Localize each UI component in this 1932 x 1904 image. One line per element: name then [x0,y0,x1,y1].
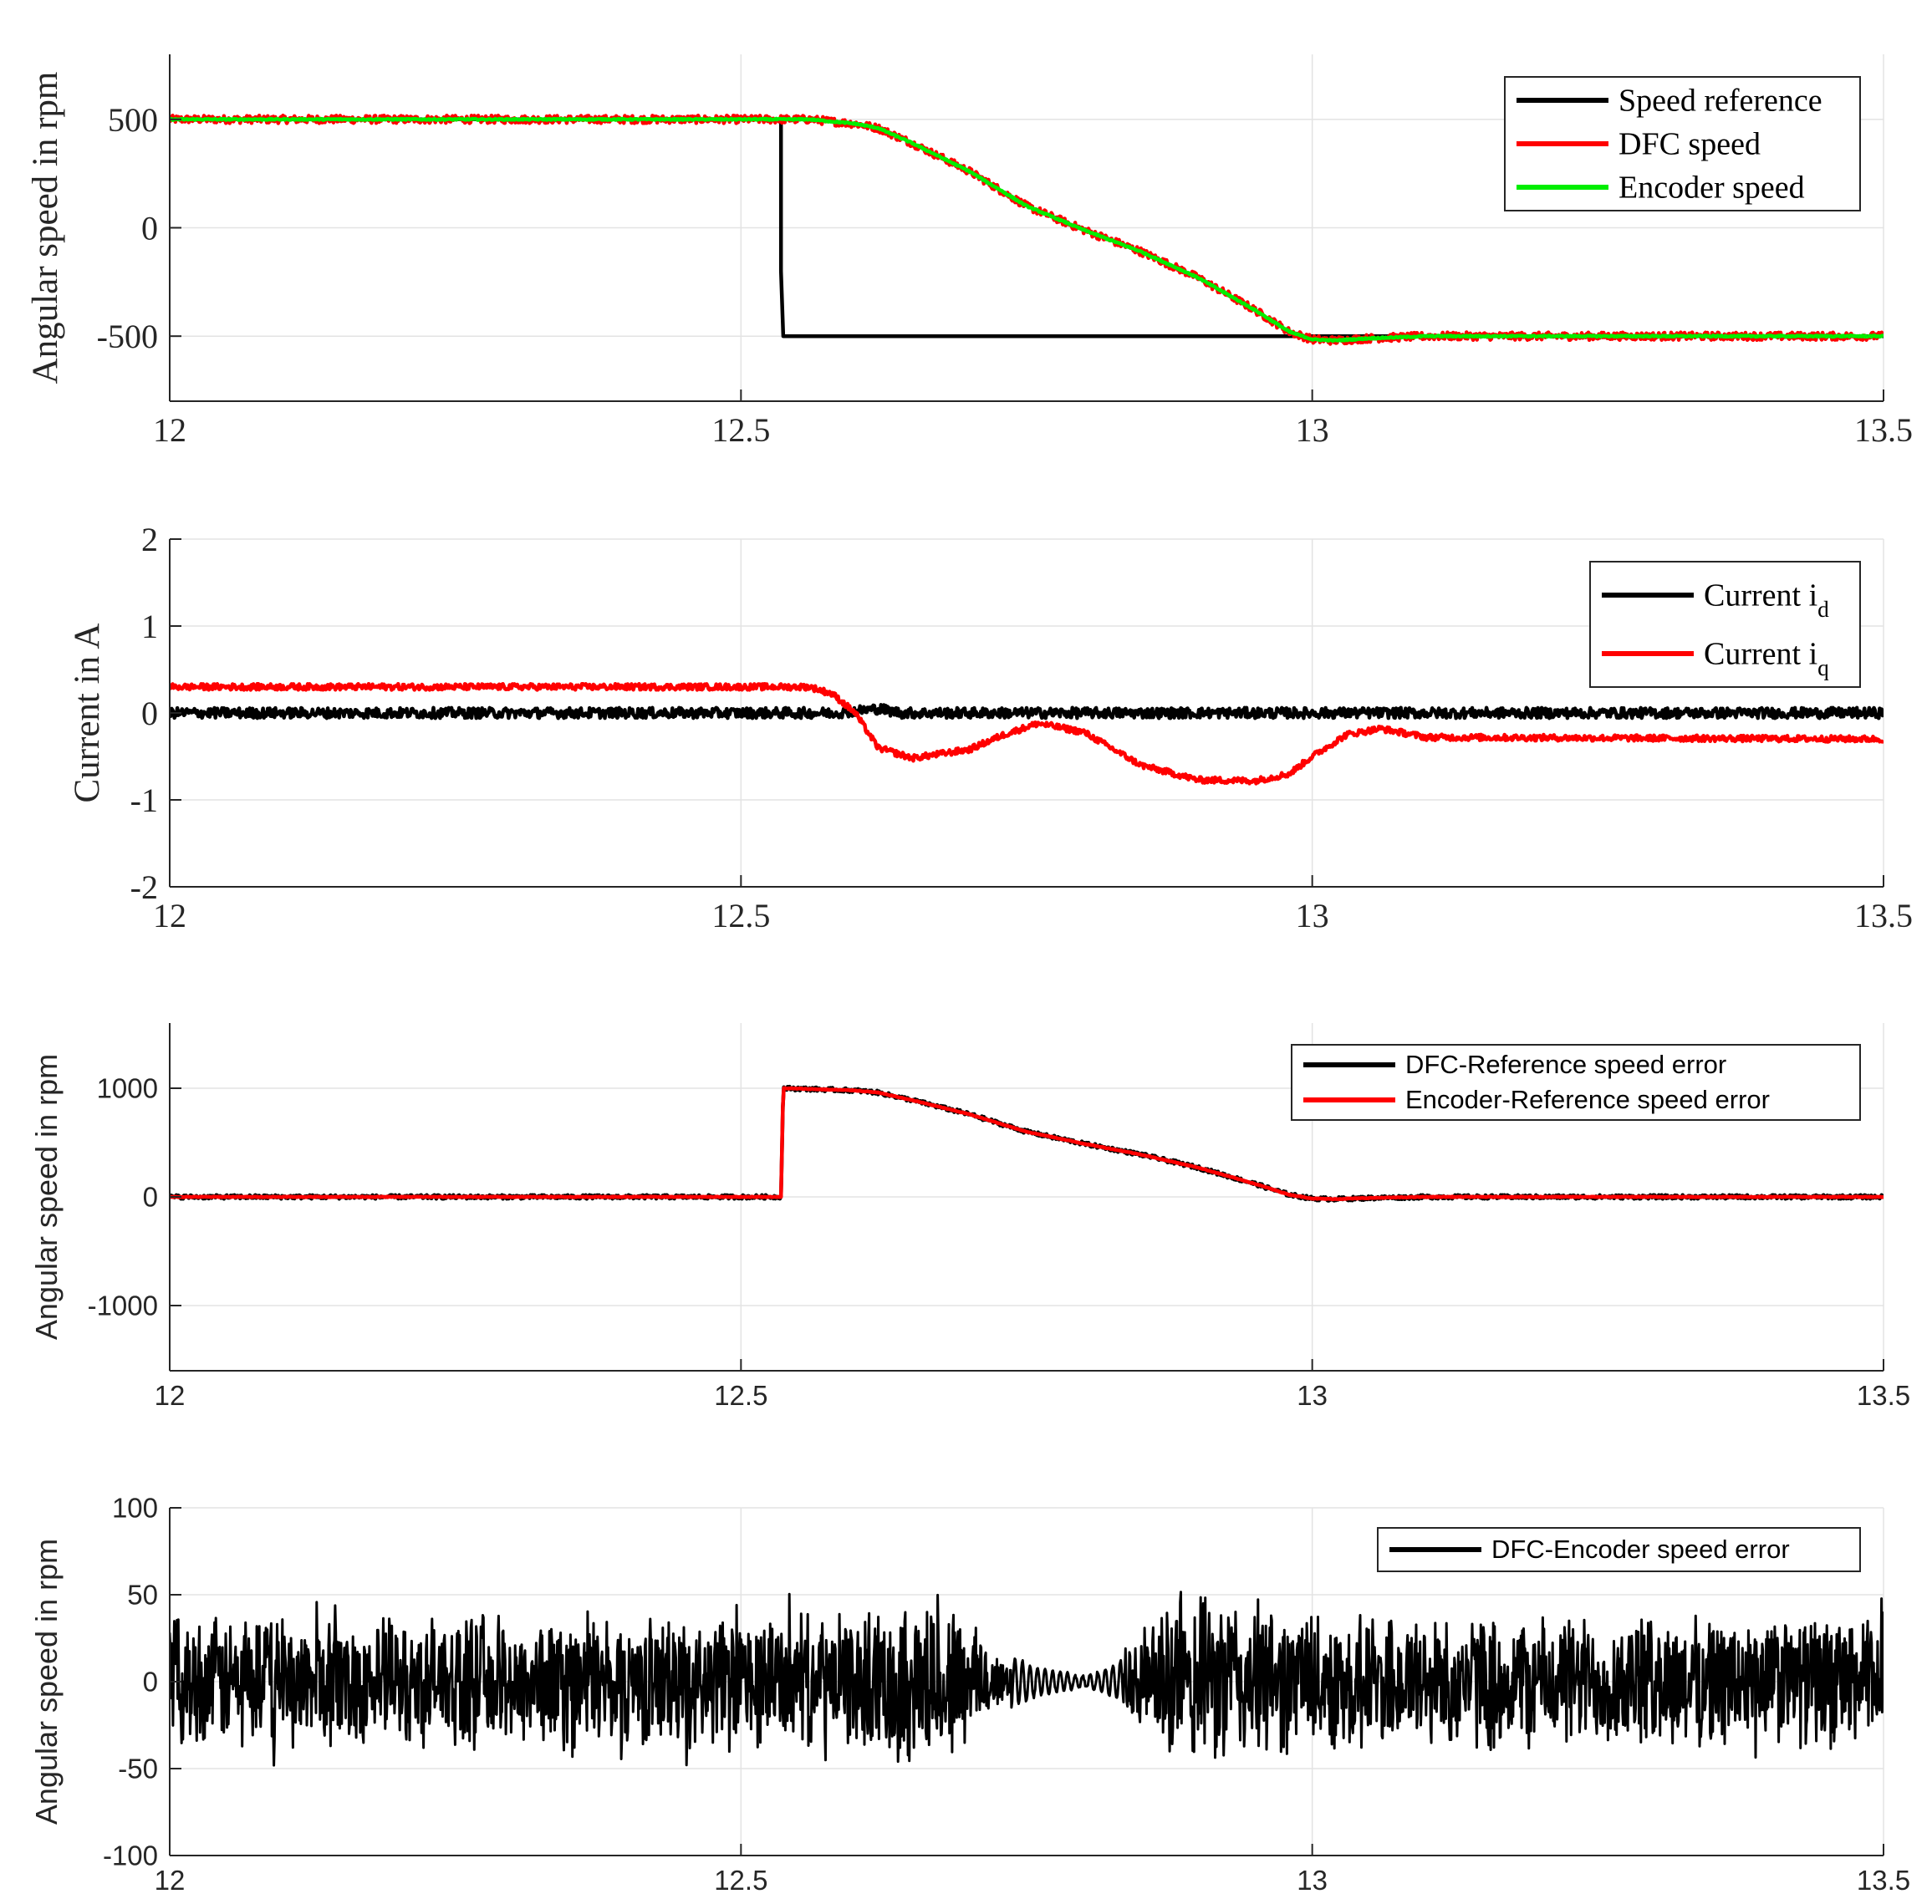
legend-label: Speed reference [1618,84,1822,119]
series-line-encoder-speed [170,116,1884,344]
legend-label: DFC-Encoder speed error [1491,1535,1790,1564]
y-tick-label: -50 [118,1754,158,1784]
x-tick-label: 12.5 [711,897,770,934]
legend-label-subscript: d [1817,597,1829,622]
legend-box [1589,561,1861,688]
y-axis-label: Angular speed in rpm [26,72,65,384]
legend: DFC-Encoder speed error [1377,1527,1861,1572]
plot-area [170,113,1884,346]
series-line-current-i-q [170,681,1884,786]
y-tick-label: -500 [97,318,158,355]
plot-area [170,1084,1884,1203]
y-tick-label: 2 [141,521,158,558]
legend: Speed reference DFC speed Encoder speed [1504,76,1861,211]
x-tick-label: 13 [1297,1380,1328,1411]
x-tick-label: 13.5 [1854,411,1913,449]
y-tick-label: -1000 [88,1291,158,1321]
x-tick-label: 13 [1296,897,1329,934]
y-tick-label: -2 [130,868,158,906]
y-axis-label: Angular speed in rpm [29,1054,64,1340]
y-axis-label: Current in A [68,624,107,803]
x-tick-label: 12.5 [714,1380,767,1411]
x-tick-label: 13 [1297,1865,1328,1896]
x-tick-label: 12.5 [711,411,770,449]
y-axis-label: Angular speed in rpm [29,1539,64,1825]
series-line-encoder-reference-speed-error [170,1086,1884,1202]
y-tick-label: 500 [108,101,158,139]
legend-box [1291,1044,1861,1121]
x-tick-label: 13.5 [1857,1865,1910,1896]
plot-area [170,1591,1884,1767]
x-tick-label: 12.5 [714,1865,767,1896]
x-tick-label: 13 [1296,411,1329,449]
x-tick-label: 13.5 [1854,897,1913,934]
x-tick-label: 12 [153,897,186,934]
y-tick-label: -100 [103,1840,158,1871]
legend-label-subscript: q [1817,655,1829,680]
x-tick-label: 12 [155,1865,186,1896]
series-line-dfc-speed [170,113,1884,346]
y-tick-label: 50 [127,1580,158,1611]
x-tick-label: 12 [155,1380,186,1411]
chart-panel-1: 12 12.5 13 13.5 -500 0 500 Angular speed in rpm… [26,54,1913,449]
legend-label: Encoder speed [1618,171,1805,206]
y-tick-label: 0 [141,210,158,247]
x-tick-label: 13.5 [1857,1380,1910,1411]
x-tick-label: 12 [153,411,186,449]
chart-panel-3: 12 12.5 13 13.5 -1000 0 1000 Angular speed in r… [29,1023,1910,1411]
y-tick-label: 1 [141,608,158,645]
y-tick-label: 0 [143,1667,158,1698]
plot-area [170,681,1884,786]
series-line-dfc-encoder-speed-error [170,1591,1884,1767]
legend-label: Encoder-Reference speed error [1405,1085,1770,1114]
y-tick-label: 0 [141,695,158,732]
y-tick-label: 100 [112,1493,158,1524]
legend: DFC-Reference speed error Encoder-Referen… [1291,1044,1861,1121]
y-tick-label: 0 [143,1182,158,1213]
legend-label: DFC speed [1618,127,1761,162]
y-tick-label: -1 [130,781,158,819]
y-tick-label: 1000 [97,1073,158,1104]
chart-panel-4: 12 12.5 13 13.5 -100 -50 0 50 100 Angular speed i… [29,1493,1910,1896]
series-line-current-i-d [170,703,1884,720]
legend-label: DFC-Reference speed error [1405,1050,1726,1079]
